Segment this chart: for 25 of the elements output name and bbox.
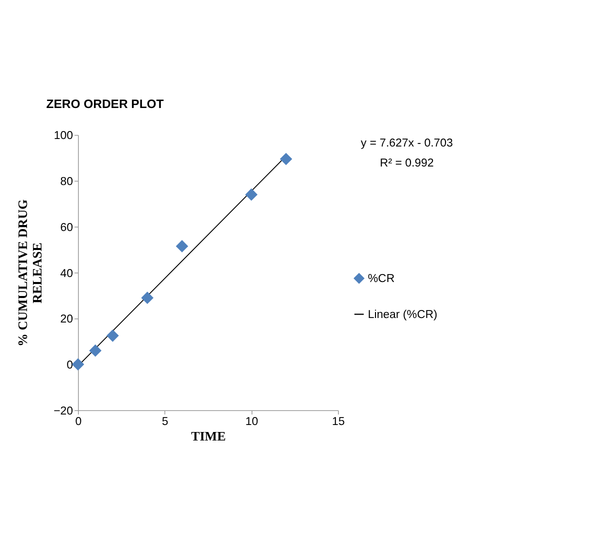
x-tick-label: 10 — [245, 416, 258, 428]
text: y = 7.627x - 0.703 — [360, 137, 453, 150]
x-axis-title: TIME — [191, 428, 226, 444]
y-tick-label: 0 — [66, 360, 74, 372]
y-tick-label: −20 — [54, 405, 74, 418]
point — [89, 344, 102, 357]
point — [176, 240, 188, 252]
legend-label: Linear (%CR) — [368, 309, 438, 322]
text: R² = 0.992 — [380, 157, 434, 170]
y-tick-label: 100 — [54, 130, 74, 142]
point — [141, 292, 154, 304]
y-tick-label: 60 — [60, 222, 74, 234]
x-tick-label: 0 — [75, 416, 82, 428]
y-tick-label: 20 — [60, 314, 74, 326]
y-tick-label: 80 — [60, 176, 74, 188]
y-axis-title: % CUMULATIVE DRUG RELEASE — [14, 199, 44, 347]
point — [72, 358, 84, 371]
y-tick-label: 40 — [60, 268, 74, 280]
point — [245, 188, 258, 201]
chart-title: ZERO ORDER PLOT — [46, 97, 164, 112]
legend-label: %CR — [368, 273, 395, 286]
x-tick-label: 15 — [332, 416, 345, 428]
x-tick-label: 5 — [162, 416, 168, 428]
point — [280, 152, 292, 166]
point — [106, 330, 119, 342]
